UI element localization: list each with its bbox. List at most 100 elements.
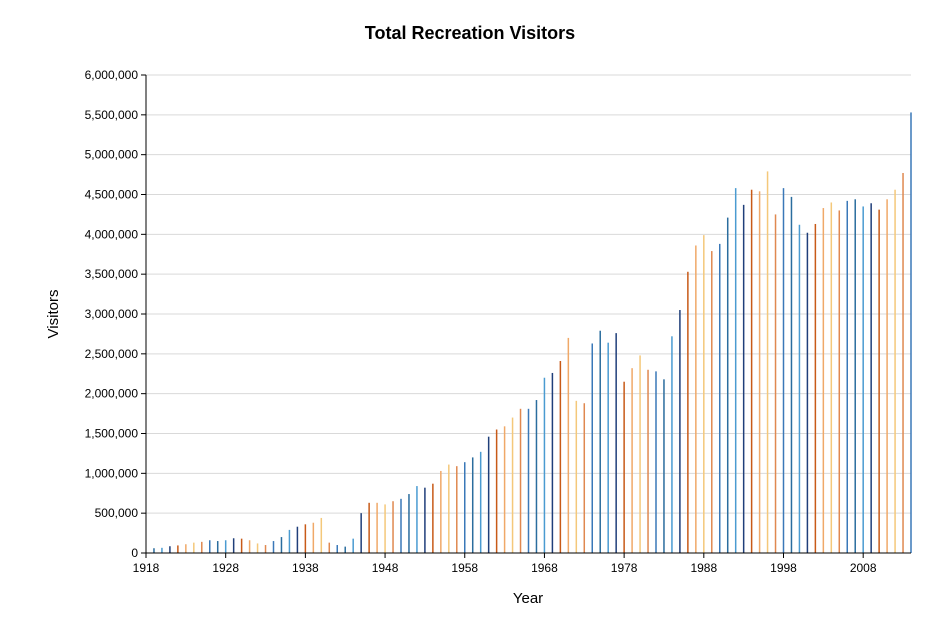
bar-2009	[870, 203, 872, 553]
bar-1944	[352, 538, 354, 553]
x-tick-label: 1998	[770, 561, 797, 575]
bar-2012	[894, 189, 896, 553]
bar-1958	[464, 462, 466, 553]
y-tick-label: 3,500,000	[85, 267, 139, 281]
bar-2002	[814, 223, 817, 553]
bar-2006	[846, 200, 848, 553]
bar-1956	[448, 464, 450, 553]
bar-1982	[655, 371, 657, 553]
bar-1937	[296, 526, 299, 553]
bar-1979	[631, 368, 633, 553]
bar-1941	[328, 542, 331, 553]
bar-1993	[742, 204, 745, 553]
x-tick-label: 1978	[611, 561, 638, 575]
bar-1924	[193, 542, 195, 553]
bar-1949	[392, 501, 394, 553]
x-tick-label: 1968	[531, 561, 558, 575]
bar-1994	[750, 189, 753, 553]
bar-2014	[910, 112, 912, 554]
bar-1952	[416, 486, 418, 553]
bar-1951	[408, 494, 410, 553]
bar-1935	[280, 537, 283, 553]
bar-2004	[830, 202, 833, 553]
bar-1929	[232, 538, 235, 553]
y-tick-label: 6,000,000	[85, 68, 139, 82]
y-tick-label: 500,000	[95, 506, 139, 520]
bar-1939	[312, 522, 315, 553]
bar-1989	[711, 251, 713, 553]
bar-1970	[559, 361, 562, 553]
bar-1927	[216, 541, 219, 553]
bar-1957	[456, 466, 458, 553]
bar-1981	[647, 369, 649, 553]
bar-1978	[623, 381, 625, 553]
bar-1967	[535, 400, 538, 553]
bar-1960	[479, 451, 482, 553]
bar-2011	[886, 199, 888, 553]
bar-1930	[240, 538, 243, 553]
x-tick-label: 2008	[850, 561, 877, 575]
bar-1997	[774, 214, 777, 553]
bar-2013	[902, 172, 904, 554]
bar-1996	[766, 171, 769, 553]
bar-1919	[153, 548, 155, 553]
bar-1972	[575, 400, 578, 553]
bar-2003	[822, 208, 825, 553]
bar-2010	[878, 209, 880, 554]
y-tick-label: 0	[131, 546, 138, 560]
bar-2005	[838, 210, 841, 553]
bar-1943	[344, 546, 346, 553]
y-axis-ticks: 0 500,000 1,000,000 1,500,000 2,000,000 2,500…	[85, 68, 146, 560]
bar-1998	[782, 188, 785, 554]
bar-1987	[695, 245, 697, 553]
bar-1934	[272, 541, 275, 553]
bar-1922	[177, 545, 179, 553]
bar-1931	[248, 540, 251, 553]
bar-1962	[495, 429, 498, 553]
bar-1980	[639, 355, 641, 553]
y-tick-label: 5,000,000	[85, 148, 139, 162]
bar-1975	[599, 330, 601, 553]
bar-1942	[336, 545, 338, 553]
x-axis-ticks: 1918 1928 1938 1948 1958 1968 1978 1988 1998 2008	[133, 553, 877, 575]
bar-1992	[734, 188, 737, 554]
x-tick-label: 1948	[372, 561, 399, 575]
bar-2007	[854, 199, 856, 553]
bar-1953	[424, 487, 426, 553]
bar-1990	[719, 243, 721, 554]
bar-1964	[511, 417, 514, 553]
bar-1969	[551, 372, 554, 553]
y-tick-label: 1,500,000	[85, 427, 139, 441]
bar-1928	[224, 540, 227, 553]
bar-1948	[384, 504, 386, 553]
bar-1985	[679, 310, 681, 553]
bar-2008	[862, 206, 864, 553]
bar-1940	[320, 517, 323, 553]
bar-1988	[703, 235, 705, 553]
y-tick-label: 1,000,000	[85, 466, 139, 480]
bar-1936	[288, 529, 291, 553]
bars	[153, 112, 912, 554]
bar-1921	[169, 546, 171, 553]
bar-2000	[798, 224, 801, 554]
bar-1945	[360, 513, 362, 553]
bar-2001	[806, 232, 809, 554]
bar-1986	[687, 271, 689, 553]
x-tick-label: 1928	[212, 561, 239, 575]
bar-1984	[671, 336, 673, 553]
bar-1961	[487, 436, 490, 553]
bar-1963	[503, 426, 506, 553]
bar-1971	[567, 337, 570, 553]
bar-1947	[376, 502, 378, 553]
bar-1938	[304, 524, 307, 553]
bar-1954	[432, 483, 434, 553]
y-tick-label: 3,000,000	[85, 307, 139, 321]
bar-1925	[201, 541, 203, 553]
x-tick-label: 1918	[133, 561, 160, 575]
bar-1976	[607, 342, 609, 553]
y-tick-label: 4,000,000	[85, 227, 139, 241]
bar-1983	[663, 379, 665, 553]
y-axis-label: Visitors	[45, 290, 62, 339]
